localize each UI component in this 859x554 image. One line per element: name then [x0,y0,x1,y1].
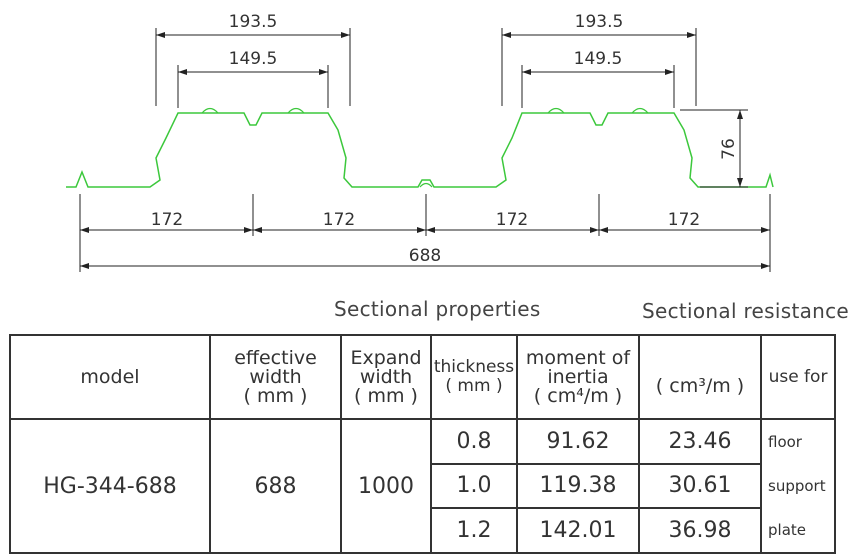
header-expand-width-unit: ( mm ) [354,384,418,407]
cell-effective-width: 688 [209,418,342,554]
profile-drawing: 193.5 149.5 193.5 149.5 76 [66,12,774,272]
dimension-top-left [155,28,351,108]
cell-use-for: floor support plate [760,418,836,554]
dimension-arrows-top-right [502,32,696,75]
header-thickness: thickness ( mm ) [430,334,518,420]
header-expand-width-label: Expand width [350,346,422,388]
dim-top-outer-left: 193.5 [229,12,278,32]
header-thickness-unit: ( mm ) [445,376,503,396]
table-row: 1.2 142.01 36.98 [10,507,835,554]
dimension-arrows-height [737,110,743,187]
header-expand-width: Expand width ( mm ) [340,334,432,420]
deck-profile [66,112,774,188]
cell-moment: 119.38 [516,462,640,510]
heading-sectional-resistance: Sectional resistance [642,299,850,323]
table-row: HG-344-688 688 1000 0.8 91.62 23.46 floo… [9,418,836,554]
cell-thickness: 1.2 [430,507,518,554]
profile-embossing [201,107,649,188]
header-effective-width-label: effective width [234,346,317,388]
cell-resistance: 23.46 [638,418,762,465]
use-for-line: floor [768,433,802,451]
cell-moment: 142.01 [516,507,640,554]
dim-pitch-2: 172 [323,210,355,230]
cell-expand-width: 1000 [340,418,432,554]
dim-top-inner-left: 149.5 [229,49,278,69]
header-effective-width: effective width ( mm ) [209,334,342,420]
dimension-arrows-bottom [80,227,770,269]
header-moment-unit: ( cm⁴/m ) [533,384,623,407]
cell-resistance: 30.61 [638,462,762,510]
dimension-top-right [501,28,697,108]
dim-pitch-4: 172 [668,210,700,230]
dimension-arrows-top-left [156,32,350,75]
cell-thickness: 0.8 [430,418,518,465]
cell-thickness: 1.0 [430,462,518,510]
table-row: 1.0 119.38 30.61 [10,462,835,510]
table-header-row: model effective width ( mm ) Expand widt… [9,334,836,420]
header-effective-width-unit: ( mm ) [243,384,308,407]
use-for-line: plate [768,521,806,539]
heading-sectional-properties: Sectional properties [334,297,541,321]
dim-top-inner-right: 149.5 [574,49,623,69]
use-for-line: support [768,477,826,495]
cell-moment: 91.62 [516,418,640,465]
header-moment-of-inertia: moment of inertia ( cm⁴/m ) [516,334,640,420]
dim-pitch-1: 172 [151,210,183,230]
dim-total-width: 688 [409,246,441,266]
dim-height: 76 [719,138,739,160]
header-use-for: use for [760,334,836,420]
header-thickness-label: thickness [433,357,515,377]
cell-model: HG-344-688 [9,418,211,554]
spec-table: model effective width ( mm ) Expand widt… [9,334,836,554]
header-resistance: ( cm³/m ) [638,334,762,420]
header-model: model [9,334,211,420]
header-resistance-unit: ( cm³/m ) [655,375,745,397]
cell-resistance: 36.98 [638,507,762,554]
dim-pitch-3: 172 [496,210,528,230]
header-moment-label: moment of inertia [525,346,631,388]
dim-top-outer-right: 193.5 [575,12,624,32]
